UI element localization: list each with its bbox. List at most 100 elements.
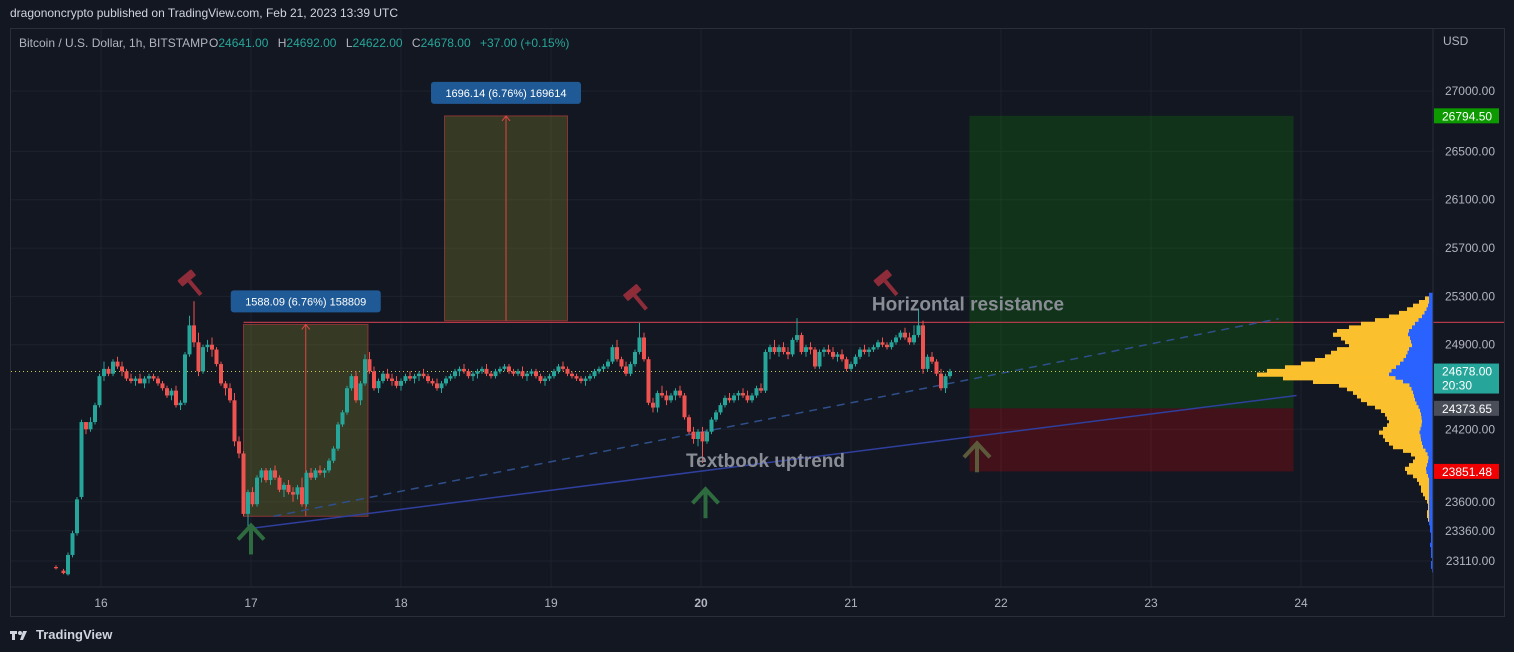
candle xyxy=(750,395,754,401)
profile-bar-up xyxy=(1385,412,1421,417)
profile-bar-down xyxy=(1431,564,1433,569)
candle xyxy=(291,492,295,495)
profile-bar-down xyxy=(1409,329,1433,334)
countdown-label: 20:30 xyxy=(1442,379,1472,393)
candle xyxy=(448,376,453,379)
candle xyxy=(696,431,700,439)
profile-bar-up xyxy=(1285,365,1396,370)
drawing-zones: 1588.09 (6.76%) 158809 1696.14 (6.76%) 16… xyxy=(230,81,1294,517)
profile-bar-down xyxy=(1429,510,1433,515)
candle xyxy=(421,373,426,377)
candle xyxy=(709,419,714,432)
profile-bar-up xyxy=(1345,339,1411,345)
tradingview-brand-text: TradingView xyxy=(36,627,113,642)
candle xyxy=(858,349,862,357)
candle xyxy=(817,351,822,367)
candle xyxy=(705,431,709,442)
profile-bar-down xyxy=(1430,542,1433,548)
candle xyxy=(363,359,367,384)
candle xyxy=(367,359,372,372)
profile-bar-up xyxy=(1387,416,1422,421)
arrow-up-icon xyxy=(236,522,266,555)
profile-bar-down xyxy=(1418,405,1433,410)
candle xyxy=(876,342,880,348)
candle xyxy=(88,422,93,430)
measure-arrow-head xyxy=(301,323,311,330)
candle xyxy=(601,366,606,369)
candle xyxy=(678,390,682,396)
candle xyxy=(853,356,858,365)
candle xyxy=(610,347,615,362)
profile-bar-down xyxy=(1418,318,1433,323)
profile-bar-down xyxy=(1431,550,1433,555)
candle xyxy=(430,380,435,384)
candle xyxy=(646,359,651,403)
profile-bar-down xyxy=(1414,394,1433,399)
candle xyxy=(484,368,489,374)
candle xyxy=(768,347,772,352)
candle xyxy=(538,376,543,381)
low-label: L xyxy=(346,36,353,50)
profile-bar-down xyxy=(1429,492,1433,497)
profile-bar-up xyxy=(1411,452,1428,457)
time-tick-label: 20 xyxy=(694,596,708,610)
candle xyxy=(912,335,916,343)
profile-bar-down xyxy=(1425,448,1433,453)
candle xyxy=(174,390,178,406)
profile-bar-up xyxy=(1413,459,1428,464)
candle xyxy=(390,378,394,381)
time-axis[interactable]: 16 17 18 19 20 21 22 23 24 xyxy=(11,586,1504,610)
candle xyxy=(273,470,277,478)
profile-bar-up xyxy=(1419,481,1429,486)
chart-canvas[interactable]: 1588.09 (6.76%) 158809 1696.14 (6.76%) 16… xyxy=(11,29,1504,616)
profile-bar-down xyxy=(1429,488,1433,493)
price-label-target: 26794.50 xyxy=(1442,109,1492,123)
footer-brand[interactable]: TradingView xyxy=(10,627,112,642)
candle xyxy=(948,371,952,377)
gavel-head xyxy=(873,269,892,287)
profile-bar-up xyxy=(1423,492,1429,497)
candle xyxy=(660,393,664,396)
candle xyxy=(835,354,840,357)
profile-bar-up xyxy=(1425,296,1429,301)
candle xyxy=(327,460,331,471)
price-tick-label: 25700.00 xyxy=(1445,241,1495,255)
profile-bar-down xyxy=(1428,474,1433,479)
gavel-handle xyxy=(633,294,648,311)
arrow-head xyxy=(962,440,992,459)
profile-bar-up xyxy=(1325,354,1406,359)
profile-bar-up xyxy=(1337,329,1409,334)
open-value: 24641.00 xyxy=(218,36,268,50)
profile-bar-up xyxy=(1347,387,1412,392)
candle xyxy=(228,388,232,401)
profile-bar-up xyxy=(1421,488,1429,493)
price-axis[interactable]: USD 27000.00 26500.00 26100.00 25700.00 25300… xyxy=(1432,29,1499,616)
candle xyxy=(673,390,678,396)
candle xyxy=(349,376,354,389)
profile-bar-up xyxy=(1383,426,1421,432)
profile-bar-down xyxy=(1424,310,1433,316)
candle xyxy=(894,337,898,343)
profile-bar-down xyxy=(1415,397,1433,403)
profile-bar-down xyxy=(1429,499,1433,504)
publish-header: dragononcrypto published on TradingView.… xyxy=(10,6,399,20)
candle xyxy=(435,383,439,389)
candle xyxy=(745,395,750,401)
arrow-head xyxy=(236,522,266,541)
price-label-entry: 24373.65 xyxy=(1442,402,1492,416)
price-tick-label: 24900.00 xyxy=(1445,338,1495,352)
profile-bar-up xyxy=(1357,394,1414,399)
profile-bar-down xyxy=(1412,343,1433,348)
profile-bar-up xyxy=(1409,463,1427,468)
candle xyxy=(201,347,205,372)
candle xyxy=(934,361,939,374)
profile-bar-down xyxy=(1391,368,1433,374)
candle xyxy=(232,400,237,442)
candle xyxy=(939,373,943,389)
profile-bar-up xyxy=(1413,303,1428,308)
gavel-handle xyxy=(883,279,899,297)
profile-bar-down xyxy=(1431,561,1433,566)
high-value: 24692.00 xyxy=(286,36,336,50)
candle xyxy=(439,383,444,389)
profile-bar-up xyxy=(1417,477,1429,482)
